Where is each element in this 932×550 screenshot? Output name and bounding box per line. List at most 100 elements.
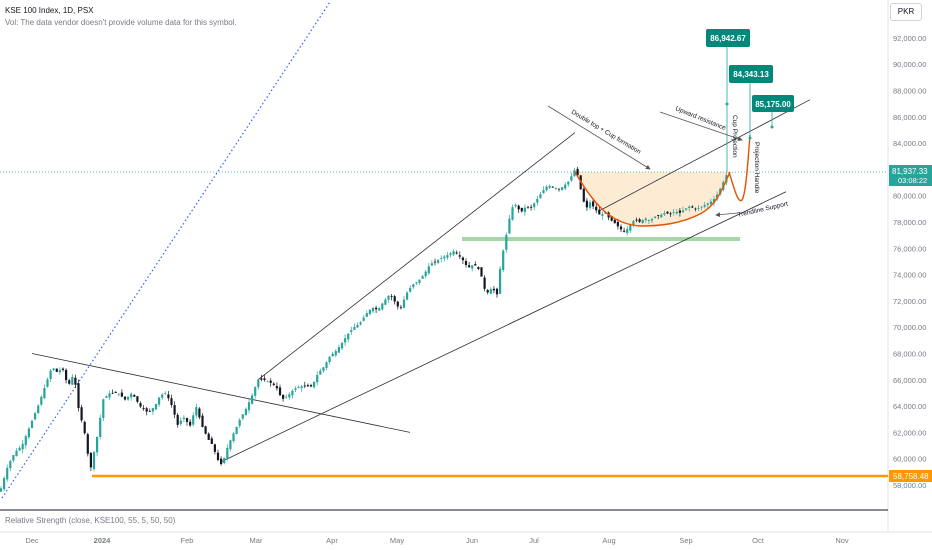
target-dot [725, 102, 729, 106]
price-axis[interactable]: 58,000.00 60,000.00 62,000.00 64,000.00 66,0… [893, 34, 926, 490]
candle-body [446, 255, 449, 258]
candle-body [114, 391, 117, 393]
candle-body [455, 252, 458, 254]
candle-body [247, 402, 251, 411]
candle-body [514, 204, 517, 207]
x-tick-label: Oct [752, 536, 765, 545]
candle-body [151, 408, 154, 412]
candle-body [697, 207, 700, 209]
trendline [221, 191, 787, 462]
candle-body [37, 405, 40, 414]
candle-body [672, 212, 675, 213]
candle-body [433, 261, 437, 263]
candle-body [480, 267, 483, 277]
candle-body [328, 356, 331, 363]
candle-body [471, 265, 474, 269]
candle-body [182, 417, 185, 420]
y-tick-label: 88,000.00 [893, 87, 926, 96]
trendlines [31, 99, 811, 462]
candle-body [685, 208, 688, 210]
candle-body [319, 370, 322, 375]
candle-body [96, 436, 99, 453]
candle-body [554, 188, 557, 190]
candle-body [185, 417, 189, 422]
target-value: 84,343.13 [733, 70, 769, 79]
candle-body [235, 426, 238, 435]
candle-body [561, 187, 564, 190]
candle-body [588, 202, 592, 208]
candle-body [619, 226, 623, 230]
candle-body [316, 374, 319, 383]
cup-curve [574, 171, 731, 227]
candle-body [477, 267, 480, 269]
candle-body [499, 268, 502, 294]
candle-body [533, 203, 536, 208]
y-tick-label: 70,000.00 [893, 323, 926, 332]
trendline [31, 353, 411, 433]
candle-body [359, 322, 362, 325]
cup-projection-label: Cup Projection [731, 115, 738, 158]
candle-body [340, 342, 344, 349]
candle-body [598, 209, 601, 215]
candle-body [294, 388, 297, 390]
candle-body [694, 208, 697, 210]
candle-body [709, 201, 712, 205]
candle-body [567, 181, 570, 185]
x-tick-label: Dec [25, 536, 39, 545]
candle-body [384, 299, 387, 305]
candle-body [226, 447, 229, 459]
candle-body [86, 434, 89, 454]
candle-body [232, 433, 235, 442]
y-tick-label: 84,000.00 [893, 139, 926, 148]
candle-body [102, 399, 105, 419]
candle-body [678, 210, 681, 213]
candle-body [83, 421, 86, 434]
candle-countdown: 03:08:22 [898, 176, 927, 185]
candle-body [517, 205, 520, 210]
candle-body [437, 260, 440, 263]
candle-body [610, 216, 613, 221]
candle-body [440, 258, 443, 259]
candle-body [40, 396, 43, 405]
double-top-arrow [547, 105, 651, 170]
candle-body [46, 379, 49, 387]
candle-body [24, 436, 27, 446]
candle-body [61, 368, 65, 370]
candle-body [530, 206, 533, 208]
candle-body [92, 452, 96, 470]
candle-body [595, 206, 598, 211]
candle-body [703, 205, 706, 207]
candle-body [282, 394, 285, 399]
x-tick-label: Jun [466, 536, 478, 545]
candle-body [89, 452, 92, 468]
currency-button[interactable]: PKR [890, 3, 922, 21]
candle-body [331, 353, 334, 357]
candle-body [111, 392, 114, 394]
y-tick-label: 64,000.00 [893, 402, 926, 411]
y-tick-label: 66,000.00 [893, 376, 926, 385]
target-label-2: 84,343.13 [729, 65, 773, 83]
candle-body [105, 396, 108, 398]
candle-body [474, 264, 477, 266]
candle-body [409, 287, 412, 292]
support-price-label: 58,758.48 [889, 470, 932, 482]
candle-body [486, 290, 489, 293]
candle-body [368, 309, 371, 315]
time-axis[interactable]: Dec 2024 Feb Mar Apr May Jun Jul Aug Sep Oct Nov [25, 536, 849, 545]
candle-body [418, 279, 421, 283]
target-dot [770, 125, 774, 129]
candle-body [303, 385, 306, 387]
candle-body [43, 388, 46, 399]
candle-body [18, 447, 21, 451]
candle-body [644, 218, 647, 221]
candle-body [325, 362, 328, 368]
target-label-1: 86,942.67 [706, 29, 750, 47]
candle-body [626, 229, 629, 234]
candle-body [601, 214, 604, 216]
candle-body [71, 376, 74, 385]
candle-body [399, 307, 402, 309]
candle-body [570, 176, 573, 181]
candle-body [458, 255, 461, 257]
x-tick-label: Sep [679, 536, 692, 545]
